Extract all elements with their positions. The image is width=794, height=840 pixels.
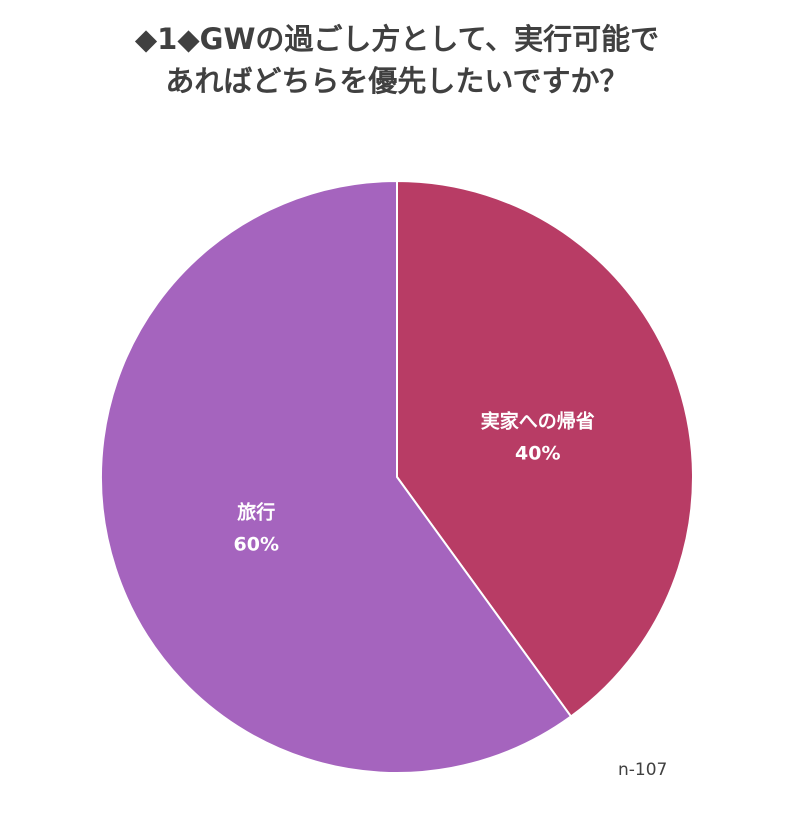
chart-title-line-2: あればどちらを優先したいですか？ [165,64,629,98]
chart-title: ◆1◆GWの過ごし方として、実行可能で あればどちらを優先したいですか？ [0,18,794,102]
chart-title-line-1: ◆1◆GWの過ごし方として、実行可能で [134,22,660,56]
pie-slice-1 [100,179,573,774]
pie-slice-value-0: 40% [515,442,560,464]
pie-slice-label-1: 旅行 [237,501,275,524]
pie-slice-value-1: 60% [234,534,279,556]
sample-size-note: n-107 [618,760,668,780]
pie-slice-label-0: 実家への帰省 [481,409,595,432]
pie-slice-0 [396,179,694,718]
